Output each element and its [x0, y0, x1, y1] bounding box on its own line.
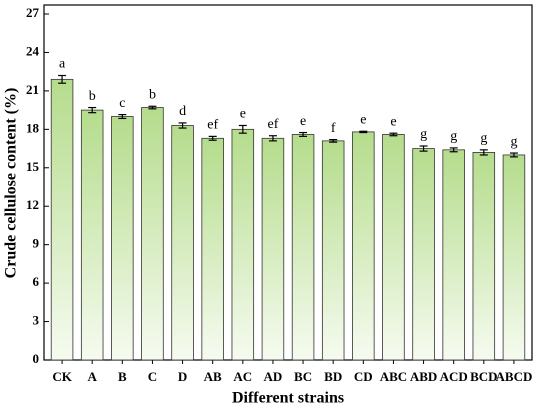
x-tick-label: ABC	[380, 369, 407, 384]
bar	[111, 116, 134, 361]
x-tick-label: CD	[354, 369, 373, 384]
x-tick-label: AD	[264, 369, 283, 384]
y-tick-label: 24	[26, 43, 40, 58]
y-tick-label: 21	[26, 82, 39, 97]
bar	[502, 154, 526, 361]
x-tick-label: BCD	[470, 369, 497, 384]
significance-letter: d	[179, 104, 186, 119]
bar	[352, 131, 375, 361]
y-tick-label: 15	[26, 159, 40, 174]
bar	[442, 149, 465, 361]
bar	[321, 140, 345, 361]
x-tick-label: ABCD	[496, 369, 533, 384]
bar	[171, 125, 194, 361]
significance-letter: e	[240, 107, 246, 122]
bar	[231, 128, 255, 361]
significance-letter: b	[89, 89, 96, 104]
bar	[201, 137, 224, 361]
y-tick-label: 0	[33, 351, 40, 366]
significance-letter: f	[331, 121, 336, 136]
x-tick-label: CK	[52, 369, 72, 384]
x-axis-label: Different strains	[232, 390, 344, 407]
significance-letter: ef	[207, 118, 218, 133]
y-axis-label: Crude cellulose content (%)	[3, 88, 20, 279]
x-tick-label: C	[148, 369, 157, 384]
bar	[261, 137, 285, 361]
y-tick-label: 6	[33, 274, 40, 289]
y-tick-label: 12	[26, 197, 39, 212]
significance-letter: g	[510, 134, 517, 149]
significance-letter: e	[360, 112, 366, 127]
y-tick-label: 18	[26, 120, 40, 135]
significance-letter: g	[450, 129, 457, 144]
x-tick-label: AB	[204, 369, 222, 384]
significance-letter: b	[149, 87, 156, 102]
y-tick-label: 27	[26, 5, 40, 20]
significance-letter: a	[59, 57, 66, 72]
significance-letter: e	[390, 114, 396, 129]
bar	[80, 109, 104, 361]
significance-letter: e	[300, 114, 306, 129]
significance-letter: ef	[267, 117, 278, 132]
y-tick-label: 9	[33, 236, 40, 251]
x-tick-label: BC	[294, 369, 312, 384]
y-tick-label: 3	[33, 313, 40, 328]
x-tick-label: BD	[324, 369, 342, 384]
bar	[291, 134, 315, 361]
significance-letter: g	[480, 131, 487, 146]
x-tick-label: ABD	[410, 369, 437, 384]
bar	[412, 148, 435, 361]
significance-letter: c	[119, 96, 125, 111]
significance-letter: g	[420, 127, 427, 142]
bar	[472, 151, 496, 361]
x-tick-label: D	[178, 369, 187, 384]
plot-frame	[43, 4, 533, 361]
x-tick-label: B	[118, 369, 127, 384]
x-tick-label: A	[87, 369, 97, 384]
bar	[50, 78, 74, 361]
bar	[141, 107, 164, 361]
x-tick-label: ACD	[440, 369, 468, 384]
x-tick-label: AC	[233, 369, 252, 384]
bar	[382, 134, 405, 361]
